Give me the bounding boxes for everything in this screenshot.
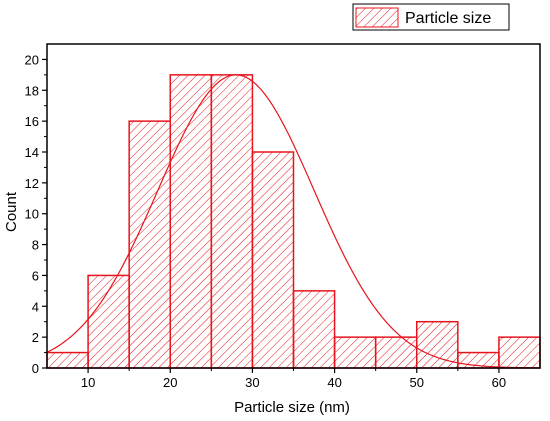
legend: Particle size bbox=[352, 3, 510, 31]
y-tick-label: 20 bbox=[25, 52, 39, 67]
y-tick-label: 2 bbox=[32, 330, 39, 345]
histogram-bar bbox=[416, 320, 459, 369]
y-tick-label: 14 bbox=[25, 145, 39, 160]
x-tick-label: 30 bbox=[245, 375, 259, 390]
y-tick-label: 10 bbox=[25, 207, 39, 222]
legend-swatch bbox=[355, 7, 399, 28]
ticks-layer: 0 2 4 6 8 10 12 14 16 18 20 10 20 30 40 50 60 bbox=[25, 52, 507, 390]
y-tick-label: 6 bbox=[32, 268, 39, 283]
y-axis-title: Count bbox=[3, 191, 20, 232]
x-tick-label: 20 bbox=[163, 375, 177, 390]
y-tick-label: 12 bbox=[25, 176, 39, 191]
histogram-bar bbox=[292, 290, 336, 369]
histogram-bar bbox=[169, 74, 213, 369]
y-tick-label: 16 bbox=[25, 114, 39, 129]
histogram-bar bbox=[251, 151, 295, 369]
histogram-bar bbox=[374, 336, 418, 369]
histogram-bar bbox=[46, 351, 89, 369]
y-tick-label: 4 bbox=[32, 299, 39, 314]
histogram-bar bbox=[333, 336, 377, 369]
y-tick-label: 0 bbox=[32, 361, 39, 376]
x-tick-label: 40 bbox=[327, 375, 341, 390]
x-tick-label: 60 bbox=[492, 375, 506, 390]
gaussian-fit-line bbox=[46, 74, 541, 369]
y-tick-label: 18 bbox=[25, 83, 39, 98]
x-tick-label: 10 bbox=[81, 375, 95, 390]
histogram-bar bbox=[498, 336, 541, 369]
bars-layer bbox=[46, 74, 541, 369]
fit-curve-layer bbox=[46, 74, 541, 369]
x-tick-label: 50 bbox=[410, 375, 424, 390]
histogram-bar bbox=[210, 74, 254, 369]
y-tick-label: 8 bbox=[32, 238, 39, 253]
histogram-bar bbox=[128, 120, 172, 369]
legend-label: Particle size bbox=[405, 10, 491, 27]
x-axis-title: Particle size (nm) bbox=[234, 399, 350, 416]
histogram-bar bbox=[87, 274, 130, 369]
